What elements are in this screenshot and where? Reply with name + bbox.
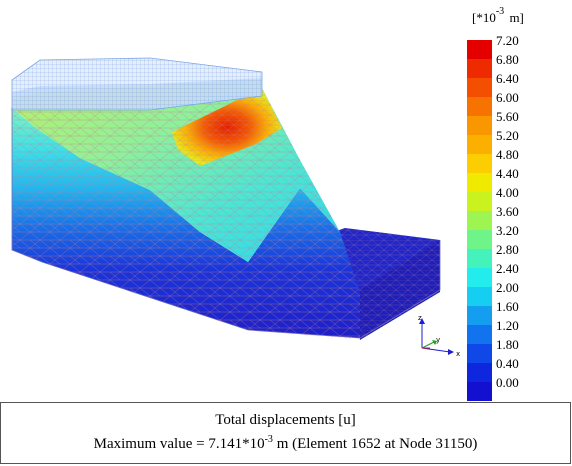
legend-row: 6.00: [467, 91, 567, 116]
legend-row: 1.60: [467, 300, 567, 325]
legend-label: 1.80: [496, 337, 519, 352]
legend-row: 5.60: [467, 110, 567, 135]
legend-label: 0.40: [496, 356, 519, 371]
legend-row: 4.40: [467, 167, 567, 192]
axis-y-label: y: [436, 336, 440, 344]
legend-label: 2.00: [496, 280, 519, 295]
legend-swatch: [467, 78, 492, 97]
legend-swatch: [467, 97, 492, 116]
caption-max-value: Maximum value = 7.141*10-3 m (Element 16…: [1, 434, 570, 453]
legend-swatch: [467, 249, 492, 268]
caption-max-prefix: Maximum value = 7.141*10: [93, 436, 265, 452]
legend-swatch: [467, 382, 492, 401]
legend-label: 4.80: [496, 147, 519, 162]
legend-swatch: [467, 135, 492, 154]
legend-label: 6.40: [496, 71, 519, 86]
legend-swatch: [467, 192, 492, 211]
legend-row: 1.80: [467, 338, 567, 363]
legend-label: 3.20: [496, 223, 519, 238]
legend-unit-suffix: m]: [509, 10, 524, 25]
legend-row: 5.20: [467, 129, 567, 154]
legend-row: 3.20: [467, 224, 567, 249]
legend-swatch: [467, 59, 492, 78]
legend-label: 4.00: [496, 185, 519, 200]
legend-row: 2.80: [467, 243, 567, 268]
legend-label: 5.60: [496, 109, 519, 124]
legend-row: 2.40: [467, 262, 567, 287]
legend-row: 4.00: [467, 186, 567, 211]
model-viewport[interactable]: z y x: [0, 0, 572, 400]
legend-label: 6.80: [496, 52, 519, 67]
legend-row: 0.00: [467, 376, 567, 401]
legend-swatch: [467, 154, 492, 173]
axis-z-label: z: [418, 314, 422, 322]
color-legend: 7.20 6.80 6.40 6.00 5.60 5.20 4.80 4.40 4.00 3.60…: [467, 34, 567, 402]
legend-swatch: [467, 306, 492, 325]
legend-row: 2.00: [467, 281, 567, 306]
legend-row: 1.20: [467, 319, 567, 344]
legend-swatch: [467, 287, 492, 306]
caption-max-exponent: -3: [264, 434, 273, 445]
caption-title: Total displacements [u]: [215, 412, 356, 428]
legend-swatch: [467, 268, 492, 287]
legend-unit-exponent: -3: [495, 6, 505, 17]
legend-swatch: [467, 363, 492, 382]
legend-swatch: [467, 211, 492, 230]
legend-label: 7.20: [496, 33, 519, 48]
legend-label: 3.60: [496, 204, 519, 219]
caption-max-suffix: m (Element 1652 at Node 31150): [272, 436, 478, 452]
legend-swatch: [467, 116, 492, 135]
legend-label: 2.80: [496, 242, 519, 257]
legend-unit-prefix: [*10: [472, 10, 496, 25]
legend-label: 2.40: [496, 261, 519, 276]
axis-x-label: x: [456, 350, 460, 358]
slope-model-3d[interactable]: [0, 0, 460, 400]
legend-row: 4.80: [467, 148, 567, 173]
legend-swatch: [467, 40, 492, 59]
axis-triad: z y x: [408, 312, 464, 362]
legend-label: 5.20: [496, 128, 519, 143]
legend-swatch: [467, 325, 492, 344]
legend-swatch: [467, 230, 492, 249]
legend-row: 0.40: [467, 357, 567, 382]
legend-label: 4.40: [496, 166, 519, 181]
legend-row: 6.40: [467, 72, 567, 97]
legend-swatch: [467, 344, 492, 363]
legend-label: 0.00: [496, 375, 519, 390]
legend-row: 7.20: [467, 34, 567, 59]
legend-label: 6.00: [496, 90, 519, 105]
legend-row: 3.60: [467, 205, 567, 230]
result-caption: Total displacements [u] Maximum value = …: [0, 402, 571, 464]
legend-label: 1.20: [496, 318, 519, 333]
legend-label: 1.60: [496, 299, 519, 314]
legend-swatch: [467, 173, 492, 192]
legend-row: 6.80: [467, 53, 567, 78]
legend-unit: [*10-3 m]: [472, 6, 568, 26]
